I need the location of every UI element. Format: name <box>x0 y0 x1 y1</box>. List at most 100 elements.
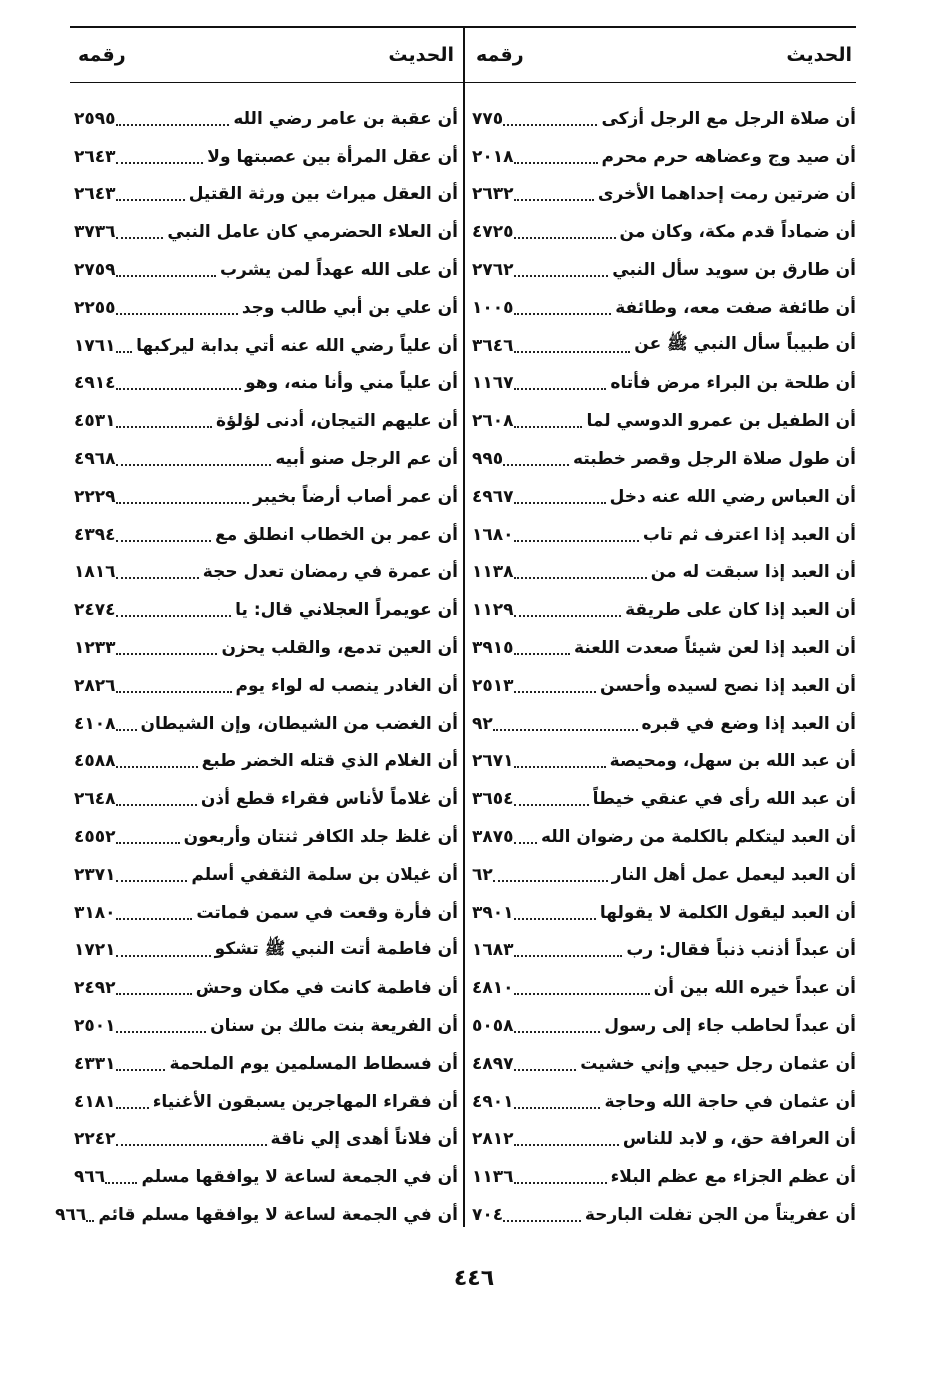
hadith-text: أن فقراء المهاجرين يسبقون الأغنياء <box>152 1091 458 1112</box>
hadith-text: أن العبد ليتكلم بالكلمة من رضوان الله <box>540 827 856 848</box>
dot-leader <box>115 490 250 504</box>
hadith-number: ٧٧٥ <box>472 108 504 129</box>
index-entry: أن فاطمة أتت النبي ﷺ تشكو ١٧٢١ <box>74 932 458 970</box>
dot-leader <box>513 376 607 391</box>
hadith-text: أن العين تدمع، والقلب يحزن <box>221 638 458 659</box>
hadith-text: أن العباس رضي الله عنه دخل <box>609 486 856 507</box>
dot-leader <box>115 263 216 278</box>
dot-leader <box>115 943 211 958</box>
dot-leader <box>115 225 164 240</box>
dot-leader <box>513 906 596 920</box>
hadith-text: أن العبد إذا نصح لسيده وأحسن <box>600 675 856 696</box>
hadith-text: أن صيد وج وعضاهه حرم محرم <box>601 146 856 167</box>
dot-leader <box>115 679 232 693</box>
index-entry: أن طائفة صفت معه، وطائفة ١٠٠٥ <box>472 289 856 327</box>
hadith-text: أن عثمان في حاجة الله وحاجة <box>604 1091 856 1112</box>
hadith-text: أن فسطاط المسلمين يوم الملحمة <box>169 1053 458 1074</box>
dot-leader <box>492 868 608 882</box>
index-entry: أن الغلام الذي قتله الخضر طبع ٤٥٨٨ <box>74 743 458 781</box>
dot-leader <box>513 1057 577 1071</box>
hadith-number: ٢٣٧١ <box>74 864 116 885</box>
index-entry: أن غيلان بن سلمة الثقفي أسلم ٢٣٧١ <box>74 856 458 894</box>
hadith-text: أن عمر أصاب أرضاً بخيبر <box>253 486 458 507</box>
dot-leader <box>492 717 638 731</box>
entry-list: أن عقبة بن عامر رضي الله ٢٥٩٥ أن عقل المرأ… <box>55 100 458 1234</box>
index-entry: أن عثمان في حاجة الله وحاجة ٤٩٠١ <box>472 1083 856 1121</box>
index-entry: أن العلاء الحضرمي كان عامل النبي ٣٧٣٦ <box>74 213 458 251</box>
hadith-number: ١٠٠٥ <box>472 297 514 318</box>
hadith-text: أن طول صلاة الرجل وقصر خطبته <box>573 449 856 470</box>
index-entry: أن عبد الله بن سهل، ومحيصة ٢٦٧١ <box>472 743 856 781</box>
hadith-text: أن صلاة الرجل مع الرجل أزكى <box>601 108 856 129</box>
index-entry: أن الطفيل بن عمرو الدوسي لما ٢٦٠٨ <box>472 402 856 440</box>
hadith-header: الحديث <box>388 43 454 66</box>
index-entry: أن عظم الجزاء مع عظم البلاء ١١٣٦ <box>472 1158 856 1196</box>
dot-leader <box>503 452 570 467</box>
index-entry: أن طبيباً سأل النبي ﷺ عن ٣٦٤٦ <box>472 327 856 365</box>
index-entry: أن فاطمة كانت في مكان وحش ٢٤٩٢ <box>74 969 458 1007</box>
dot-leader <box>115 452 272 467</box>
index-entry: أن فقراء المهاجرين يسبقون الأغنياء ٤١٨١ <box>74 1083 458 1121</box>
index-entry: أن طارق بن سويد سأل النبي ٢٧٦٢ <box>472 251 856 289</box>
index-entry: أن فسطاط المسلمين يوم الملحمة ٤٣٣١ <box>74 1045 458 1083</box>
index-entry: أن العبد إذا كان على طريقة ١١٢٩ <box>472 591 856 629</box>
hadith-text: أن طائفة صفت معه، وطائفة <box>615 297 856 318</box>
dot-leader <box>115 906 193 920</box>
hadith-number: ٢٥٩٥ <box>74 108 116 129</box>
hadith-number: ١٢٣٣ <box>74 638 116 659</box>
hadith-text: أن العلاء الحضرمي كان عامل النبي <box>167 222 458 243</box>
index-entry: أن على الله عهداً لمن يشرب ٢٧٥٩ <box>74 251 458 289</box>
hadith-number: ٤٨٩٧ <box>472 1053 514 1074</box>
hadith-number: ٤٥٥٢ <box>74 827 116 848</box>
hadith-number: ٣٦٥٤ <box>472 789 514 810</box>
hadith-text: أن العبد إذا اعترف ثم تاب <box>642 524 856 545</box>
index-entry: أن عبداً لحاطب جاء إلى رسول ٥٠٥٨ <box>472 1007 856 1045</box>
index-entry: أن علياً مني وأنا منه، وهو ٤٩١٤ <box>74 365 458 403</box>
hadith-text: أن علي بن أبي طالب وجد <box>241 297 458 318</box>
index-entry: أن العبد إذا اعترف ثم تاب ١٦٨٠ <box>472 516 856 554</box>
hadith-text: أن في الجمعة لساعة لا يوافقها مسلم <box>141 1167 458 1188</box>
index-entry: أن عقل المرأة بين عصبتها ولا ٢٦٤٣ <box>74 138 458 176</box>
hadith-number: ٢٢٤٢ <box>74 1129 116 1150</box>
dot-leader <box>513 1095 601 1109</box>
dot-leader <box>115 792 197 807</box>
hadith-text: أن العبد إذا لعن شيئاً صعدت اللعنة <box>574 638 856 659</box>
index-entry: أن العبد ليتكلم بالكلمة من رضوان الله ٣٨٧… <box>472 818 856 856</box>
hadith-number: ٤١٠٨ <box>74 713 116 734</box>
hadith-text: أن عبد الله بن سهل، ومحيصة <box>609 751 856 772</box>
hadith-text: أن على الله عهداً لمن يشرب <box>219 260 458 281</box>
hadith-text: أن العبد إذا وضع في قبره <box>641 713 857 734</box>
dot-leader <box>513 263 609 278</box>
hadith-number: ١١٣٨ <box>472 562 514 583</box>
hadith-text: أن عليهم التيجان، أدنى لؤلؤة <box>215 411 458 432</box>
dot-leader <box>115 717 137 731</box>
hadith-text: أن العبد ليقول الكلمة لا يقولها <box>599 902 856 923</box>
dot-leader <box>513 301 612 315</box>
hadith-number: ٤٩١٤ <box>74 373 116 394</box>
hadith-text: أن عبداً خيره الله بين أن <box>653 978 856 999</box>
index-entry: أن فلاناً أهدى إلي ناقة ٢٢٤٢ <box>74 1121 458 1159</box>
dot-leader <box>115 868 188 882</box>
hadith-text: أن عمرة في رمضان تعدل حجة <box>202 562 458 583</box>
hadith-number: ٧٠٤ <box>472 1205 504 1225</box>
dot-leader <box>513 490 606 504</box>
dot-leader <box>513 1132 619 1147</box>
hadith-text: أن عمر بن الخطاب انطلق مع <box>215 524 458 545</box>
index-entry: أن طول صلاة الرجل وقصر خطبته ٩٩٥ <box>472 440 856 478</box>
dot-leader <box>115 1057 166 1071</box>
hadith-number: ٩٩٥ <box>472 449 504 470</box>
index-entry: أن عبداً خيره الله بين أن ٤٨١٠ <box>472 969 856 1007</box>
index-entry: أن في الجمعة لساعة لا يوافقها مسلم قائم ٩… <box>55 1196 458 1234</box>
hadith-number: ٥٠٥٨ <box>472 1016 514 1037</box>
index-entry: أن عفريتاً من الجن تفلت البارحة ٧٠٤ <box>472 1196 856 1234</box>
hadith-text: أن فلاناً أهدى إلي ناقة <box>270 1129 458 1150</box>
hadith-number: ٦٢ <box>472 864 493 885</box>
hadith-number: ٤٥٨٨ <box>74 751 116 772</box>
hadith-text: أن عظم الجزاء مع عظم البلاء <box>610 1167 856 1188</box>
index-entry: أن عقبة بن عامر رضي الله ٢٥٩٥ <box>74 100 458 138</box>
hadith-number: ٤٨١٠ <box>472 978 514 999</box>
hadith-number: ٢٥٠١ <box>74 1016 116 1037</box>
dot-leader <box>513 1170 607 1185</box>
hadith-text: أن الغلام الذي قتله الخضر طبع <box>201 751 458 772</box>
index-entry: أن ضرتين رمت إحداهما الأخرى ٢٦٣٢ <box>472 176 856 214</box>
